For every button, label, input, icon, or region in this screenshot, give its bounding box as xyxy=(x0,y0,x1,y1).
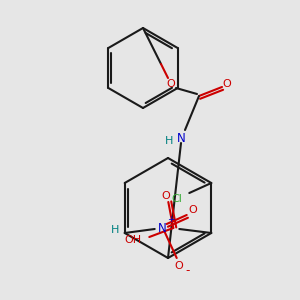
Text: -: - xyxy=(185,265,190,278)
Text: O: O xyxy=(167,79,176,89)
Text: OH: OH xyxy=(125,235,142,245)
Text: H: H xyxy=(111,225,119,235)
Text: O: O xyxy=(223,79,231,89)
Text: Cl: Cl xyxy=(172,194,183,204)
Text: O: O xyxy=(188,205,197,215)
Text: H: H xyxy=(165,136,173,146)
Text: N: N xyxy=(177,131,185,145)
Text: +: + xyxy=(167,215,174,224)
Text: N: N xyxy=(158,221,167,235)
Text: O: O xyxy=(161,191,170,201)
Text: O: O xyxy=(174,261,183,271)
